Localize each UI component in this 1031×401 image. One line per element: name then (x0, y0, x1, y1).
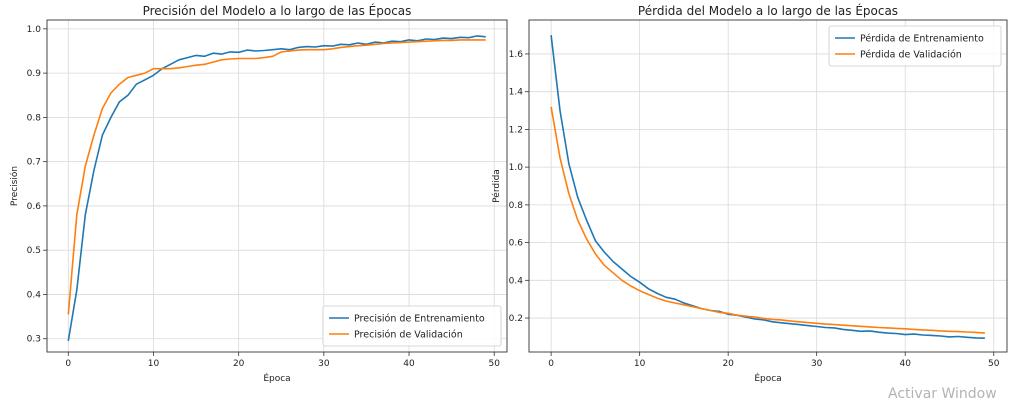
watermark-text: Activar Window (888, 386, 997, 401)
x-tick-label: 50 (488, 359, 500, 369)
y-tick-label: 0.9 (27, 69, 42, 79)
y-tick-label: 1.6 (509, 50, 524, 60)
legend-label-1: Precisión de Validación (354, 330, 463, 341)
x-tick-label: 20 (233, 359, 245, 369)
legend-label-0: Precisión de Entrenamiento (354, 314, 485, 325)
chart-title: Pérdida del Modelo a lo largo de las Épo… (638, 3, 898, 18)
series-line-1 (550, 106, 985, 334)
chart-title: Precisión del Modelo a lo largo de las É… (143, 3, 412, 18)
y-tick-label: 1.0 (509, 163, 524, 173)
y-tick-label: 1.2 (509, 125, 523, 135)
legend-label-1: Pérdida de Validación (860, 50, 962, 61)
x-tick-label: 30 (318, 359, 330, 369)
y-tick-label: 0.2 (509, 314, 523, 324)
x-tick-label: 10 (148, 359, 160, 369)
y-tick-label: 0.5 (27, 246, 41, 256)
x-tick-label: 0 (65, 359, 71, 369)
series-line-0 (550, 35, 985, 339)
x-tick-label: 0 (548, 359, 554, 369)
y-tick-label: 0.8 (509, 201, 524, 211)
y-tick-label: 0.8 (27, 113, 42, 123)
x-tick-label: 10 (634, 359, 646, 369)
x-tick-label: 30 (811, 359, 823, 369)
y-tick-label: 0.7 (27, 158, 41, 168)
y-tick-label: 0.4 (27, 290, 42, 300)
x-tick-label: 20 (722, 359, 734, 369)
x-axis-label: Época (754, 372, 781, 384)
y-tick-label: 0.3 (27, 335, 41, 345)
accuracy-chart: 0 10 20 30 40 50 0.3 0.4 0.5 0.6 0.7 0.8 0.9 1.0 Preci… (9, 3, 508, 384)
y-tick-label: 1.0 (27, 25, 42, 35)
series-line-1 (67, 39, 486, 315)
loss-chart: 0 10 20 30 40 50 0.2 0.4 0.6 0.8 1.0 1.2 1.4 1.6 Pérdi… (491, 3, 1008, 384)
legend-box (828, 25, 1002, 67)
x-axis-label: Época (263, 372, 290, 384)
y-tick-label: 1.4 (509, 88, 524, 98)
plot-frame (46, 19, 508, 353)
legend: Pérdida de Entrenamiento Pérdida de Valid… (828, 25, 1002, 67)
y-axis-label: Pérdida (491, 169, 502, 203)
x-tick-label: 40 (403, 359, 415, 369)
x-tick-label: 50 (988, 359, 1000, 369)
y-tick-label: 0.6 (27, 202, 42, 212)
y-tick-label: 0.6 (509, 239, 524, 249)
legend-label-0: Pérdida de Entrenamiento (860, 34, 984, 45)
series-line-0 (67, 35, 486, 342)
legend-box (322, 305, 502, 347)
legend: Precisión de Entrenamiento Precisión de V… (322, 305, 502, 347)
x-tick-label: 40 (899, 359, 911, 369)
y-axis-label: Precisión (9, 166, 20, 206)
plot-frame (528, 19, 1008, 353)
y-tick-label: 0.4 (509, 276, 524, 286)
